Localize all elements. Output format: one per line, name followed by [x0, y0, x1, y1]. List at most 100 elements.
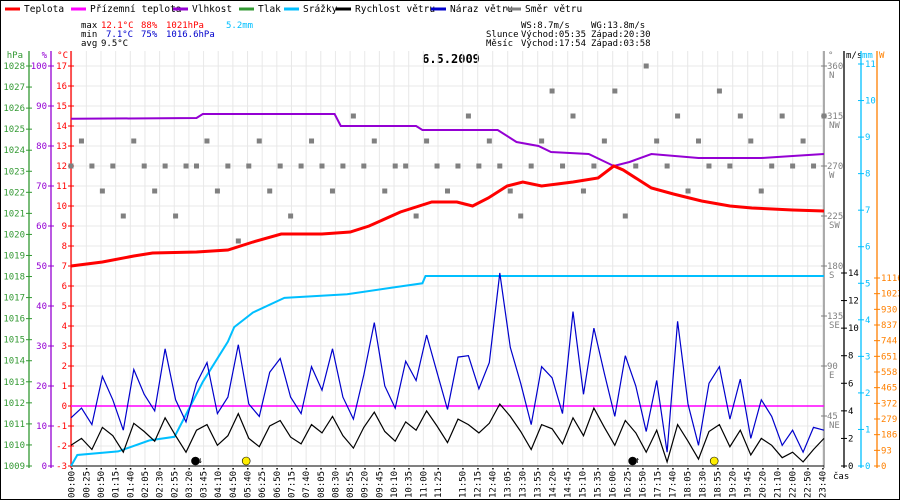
- x-tick-label: 14:20: [549, 471, 559, 498]
- direction-tick-dir: NE: [829, 421, 840, 431]
- wind-direction-point: [737, 113, 743, 119]
- legend-item: Náraz větru: [450, 4, 513, 15]
- wind-direction-point: [392, 163, 398, 169]
- wind-direction-point: [486, 138, 492, 144]
- direction-tick-label: 90: [827, 362, 838, 372]
- series: [68, 63, 827, 467]
- wind-tick-label: 12: [848, 297, 859, 307]
- x-tick: [522, 468, 524, 470]
- x-tick-label: 07:40: [302, 471, 312, 498]
- wind-direction-point: [225, 163, 231, 169]
- x-tick: [732, 468, 734, 470]
- x-tick: [144, 468, 146, 470]
- wind-direction-point: [162, 163, 168, 169]
- x-tick-label: 16:25: [624, 471, 634, 498]
- wind-direction-point: [298, 163, 304, 169]
- sunrise-icon: [241, 456, 251, 466]
- temperature-tick-label: 17: [56, 62, 67, 72]
- humidity-tick-label: 40: [36, 302, 47, 312]
- wind-direction-point: [507, 188, 513, 194]
- stats-min-hum: 75%: [141, 30, 158, 40]
- wind-direction-point: [403, 163, 409, 169]
- stats-max-rain: 5.2mm: [226, 21, 253, 31]
- rain-tick-label: 3: [865, 352, 870, 362]
- x-tick: [437, 468, 439, 470]
- x-tick: [349, 468, 352, 470]
- radiation-tick-label: 186: [881, 431, 897, 441]
- moon-rise-icon: [628, 456, 637, 466]
- x-tick: [792, 468, 794, 470]
- pressure-tick-label: 1010: [3, 441, 25, 451]
- series-line-rychlost-v-tru: [70, 402, 825, 464]
- stats-min-label: min: [81, 30, 97, 40]
- temperature-tick-label: -3: [56, 462, 67, 472]
- rain-tick-label: 1: [865, 425, 870, 435]
- pressure-tick-label: 1028: [3, 62, 25, 72]
- legend: Teplota Přízemní teplota Vlhkost Tlak Srážky…: [5, 4, 582, 15]
- temperature-tick-label: 12: [56, 162, 67, 172]
- x-tick-label: 18:30: [699, 471, 709, 498]
- direction-tick-label: 315: [827, 112, 843, 122]
- radiation-tick-label: 558: [881, 368, 897, 378]
- wind-direction-point: [319, 163, 325, 169]
- wind-direction-point: [78, 138, 84, 144]
- pressure-tick-label: 1018: [3, 273, 25, 283]
- wind-direction-point: [716, 88, 722, 94]
- wind-direction-point: [214, 188, 220, 194]
- temperature-tick-label: 2: [62, 362, 67, 372]
- rain-tick-label: 11: [865, 60, 876, 70]
- series-line-n-raz-v-tru: [70, 272, 825, 454]
- wind-direction-point: [643, 63, 649, 69]
- x-tick: [393, 468, 396, 470]
- temperature-axis-unit: °C: [57, 51, 68, 61]
- x-tick: [305, 468, 308, 470]
- stats-max-hum: 88%: [141, 21, 158, 31]
- wind-direction-point: [654, 138, 660, 144]
- wind-direction-point: [235, 238, 241, 244]
- direction-tick-dir: SW: [829, 221, 840, 231]
- wind-direction-point: [131, 138, 137, 144]
- x-tick-label: 06:25: [258, 471, 268, 498]
- stats-max-press: 1021hPa: [166, 21, 204, 31]
- temperature-tick-label: 15: [56, 102, 67, 112]
- x-tick-label: 18:55: [714, 471, 724, 498]
- wind-direction-point: [685, 188, 691, 194]
- humidity-axis-unit: %: [42, 51, 48, 61]
- direction-tick-label: 225: [827, 212, 843, 222]
- direction-tick-dir: SE: [829, 321, 840, 331]
- series-line-teplota: [70, 164, 825, 268]
- x-tick: [100, 468, 103, 470]
- stats-avg-temp: 9.5°C: [101, 39, 128, 49]
- wind-direction-point: [329, 188, 335, 194]
- series-line-sr-ky: [70, 275, 824, 467]
- wind-tick-label: 0: [848, 462, 853, 472]
- temperature-tick-label: -2: [56, 442, 67, 452]
- moon-set-arrow-icon: ↓: [197, 456, 202, 466]
- grid: [71, 51, 824, 467]
- stats-block: max 12.1°C 88% 1021hPa 5.2mm min 7.1°C 7…: [81, 21, 651, 49]
- wind-direction-point: [173, 213, 179, 219]
- markers: ↓ ↑: [191, 456, 719, 466]
- x-axis-label: čas: [833, 471, 849, 482]
- wind-direction-point: [633, 163, 639, 169]
- x-tick-label: 21:10: [774, 471, 784, 498]
- radiation-tick-label: 93: [881, 446, 892, 456]
- x-tick-label: 05:40: [244, 471, 254, 498]
- humidity-tick-label: 70: [36, 182, 47, 192]
- pressure-axis-unit: hPa: [7, 51, 23, 61]
- pressure-tick-label: 1024: [3, 146, 25, 156]
- legend-item: Srážky: [303, 4, 338, 15]
- moon-rise-arrow-icon: ↑: [635, 456, 640, 466]
- x-tick-label: 08:30: [331, 471, 341, 498]
- x-tick: [537, 468, 539, 470]
- x-tick-label: 03:45: [200, 471, 210, 498]
- temperature-tick-label: 1: [62, 382, 67, 392]
- temperature-tick-label: 10: [56, 202, 67, 212]
- radiation-tick-label: 465: [881, 384, 897, 394]
- x-tick: [290, 468, 293, 470]
- wind-direction-point: [612, 88, 618, 94]
- wind-direction-point: [664, 163, 670, 169]
- wind-direction-point: [194, 163, 199, 169]
- pressure-tick-label: 1021: [3, 209, 25, 219]
